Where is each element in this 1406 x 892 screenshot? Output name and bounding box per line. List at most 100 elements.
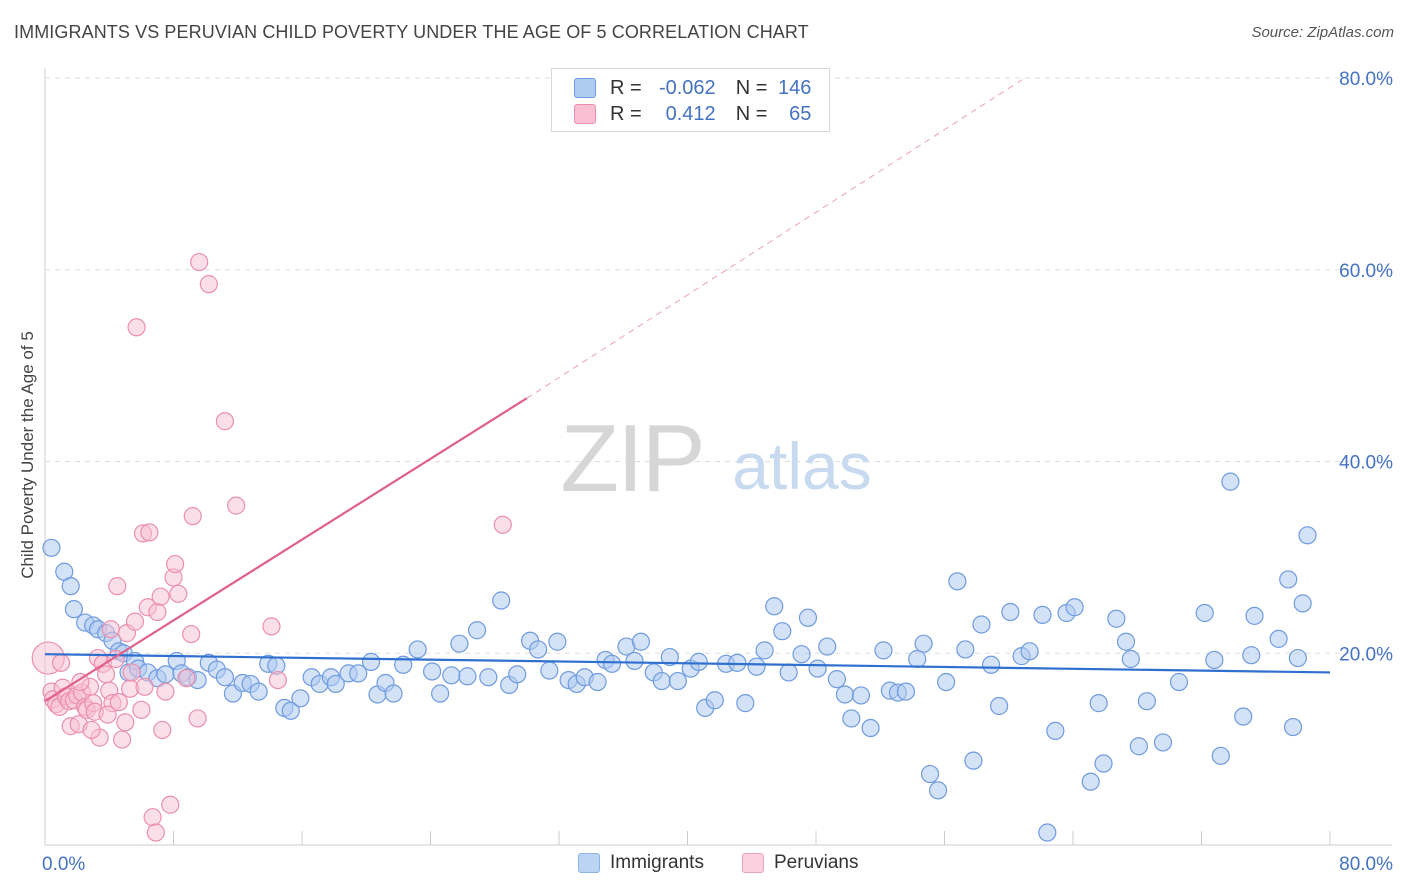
immigrants-point <box>1293 594 1312 613</box>
legend-row-peruvians: R = 0.412 N = 65 <box>574 101 811 127</box>
peruvians-point <box>101 620 120 639</box>
immigrants-trend-line <box>44 653 1331 674</box>
immigrants-point <box>668 671 687 691</box>
immigrants-point <box>705 691 724 710</box>
immigrants-point <box>384 684 403 703</box>
peruvians-point <box>268 670 288 690</box>
immigrants-point <box>660 647 679 667</box>
immigrants-point <box>1107 609 1126 628</box>
immigrants-point <box>602 654 622 673</box>
immigrants-point <box>835 685 855 704</box>
immigrants-point <box>765 597 784 616</box>
immigrants-point <box>529 640 548 659</box>
immigrants-point <box>540 661 559 680</box>
immigrants-point <box>1116 632 1136 651</box>
immigrants-point <box>948 572 967 591</box>
legend-n-label: N = <box>735 102 768 125</box>
immigrants-point <box>773 622 792 641</box>
immigrants-point <box>689 652 708 671</box>
immigrants-point <box>1001 602 1020 622</box>
immigrants-point <box>1137 692 1156 711</box>
peruvians-point <box>493 515 512 534</box>
immigrants-point <box>479 668 498 687</box>
immigrants-point <box>652 671 671 691</box>
immigrants-point <box>928 781 948 800</box>
immigrants-point <box>792 645 811 664</box>
legend-swatch-immigrants <box>574 78 596 98</box>
y-tick-label: 20.0% <box>1339 644 1393 665</box>
immigrants-point <box>914 634 933 653</box>
legend: R = -0.062 N = 146 R = 0.412 N = 65 <box>551 68 830 132</box>
immigrants-point <box>842 709 861 728</box>
peruvians-point <box>132 700 151 719</box>
peruvians-point <box>146 823 165 842</box>
immigrants-point <box>818 637 837 656</box>
immigrants-point <box>291 689 310 708</box>
legend-row-immigrants: R = -0.062 N = 146 <box>574 75 811 101</box>
peruvians-point <box>125 612 145 631</box>
immigrants-point <box>442 666 461 685</box>
immigrants-point <box>755 641 774 660</box>
x-tick-label: 80.0% <box>1339 854 1393 875</box>
immigrants-point <box>1234 707 1253 726</box>
immigrants-point <box>972 615 991 634</box>
immigrants-point <box>1288 648 1307 668</box>
peruvians-trend-line <box>44 397 528 703</box>
x-tick-label: 0.0% <box>42 854 85 875</box>
peruvians-point <box>227 496 246 515</box>
source-label: Source: ZipAtlas.com <box>1251 24 1394 41</box>
immigrants-point <box>450 634 469 653</box>
peruvians-point <box>169 584 188 603</box>
immigrants-point <box>1195 603 1214 623</box>
immigrants-point <box>1298 526 1317 545</box>
immigrants-point <box>736 694 755 713</box>
legend-r-label: R = <box>610 102 642 125</box>
peruvians-point <box>166 554 185 574</box>
peruvians-point <box>98 705 117 724</box>
immigrants-point <box>1242 646 1261 665</box>
immigrants-point <box>908 649 927 669</box>
immigrants-point <box>326 674 345 694</box>
immigrants-point <box>798 608 818 627</box>
peruvians-points <box>31 252 512 842</box>
legend-n-value-immigrants: 146 <box>778 76 812 99</box>
bottom-legend-peruvians[interactable]: Peruvians <box>742 852 859 874</box>
immigrants-point <box>1020 642 1039 661</box>
immigrants-point <box>361 652 381 671</box>
immigrants-point <box>1205 650 1224 670</box>
immigrants-point <box>61 577 80 596</box>
immigrants-point <box>779 663 798 682</box>
immigrants-point <box>492 591 511 610</box>
peruvians-point <box>190 252 209 272</box>
immigrants-point <box>215 668 234 687</box>
immigrants-point <box>827 670 846 689</box>
axes <box>44 68 1392 846</box>
immigrants-point <box>1089 694 1108 713</box>
peruvians-point <box>71 672 90 692</box>
watermark-atlas: atlas <box>732 429 871 503</box>
y-tick-label: 80.0% <box>1339 69 1393 90</box>
immigrants-point <box>1283 717 1303 737</box>
y-tick-label: 60.0% <box>1339 261 1393 282</box>
peruvians-point <box>156 682 175 701</box>
immigrants-point <box>1065 598 1084 617</box>
bottom-legend-label-immigrants: Immigrants <box>610 852 704 873</box>
immigrants-point <box>394 655 413 674</box>
peruvians-point <box>140 523 159 542</box>
peruvians-point <box>177 669 196 688</box>
immigrants-point <box>281 701 300 720</box>
immigrants-point <box>964 751 983 770</box>
immigrants-point <box>631 632 651 651</box>
immigrants-point <box>1081 772 1100 791</box>
peruvians-point <box>148 602 167 622</box>
immigrants-point <box>874 641 893 660</box>
peruvians-point <box>153 720 172 740</box>
watermark-zip: ZIP <box>560 405 703 512</box>
bottom-legend-immigrants[interactable]: Immigrants <box>578 852 704 874</box>
chart-title: IMMIGRANTS VS PERUVIAN CHILD POVERTY UND… <box>14 22 809 42</box>
peruvians-point <box>143 808 162 827</box>
peruvians-point <box>161 795 180 814</box>
peruvians-point <box>82 720 101 740</box>
immigrants-point <box>808 659 827 678</box>
